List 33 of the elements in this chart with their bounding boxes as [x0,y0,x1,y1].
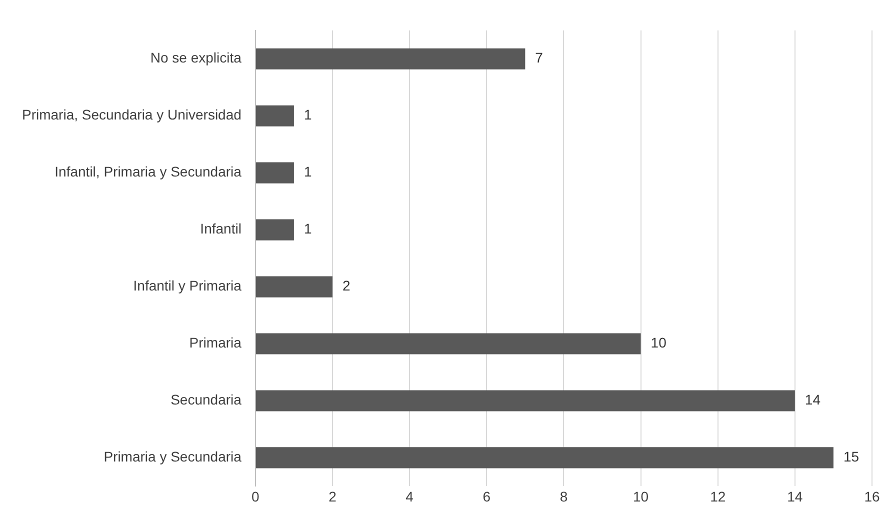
data-label: 14 [804,392,821,408]
x-tick-label: 16 [864,488,880,504]
y-tick-label: Infantil y Primaria [133,278,242,294]
bar [256,162,294,184]
bar [256,447,834,468]
data-label: 15 [843,448,860,465]
x-tick-label: 0 [252,488,260,504]
y-tick-label: Secundaria [170,392,242,408]
bar [256,219,294,240]
data-label: 1 [304,106,312,123]
x-tick-label: 10 [632,488,649,504]
x-tick-label: 4 [406,488,414,504]
y-tick-label: Primaria, Secundaria y Universidad [22,106,242,123]
y-tick-label: Primaria y Secundaria [104,448,242,465]
y-tick-label: Infantil [200,220,242,237]
y-tick-label: No se explicita [150,50,242,66]
bar [256,333,641,354]
bar [256,105,294,126]
bar [256,276,332,298]
x-tick-label: 12 [710,488,726,504]
x-tick-label: 6 [482,488,491,504]
bar [256,48,526,70]
bar [256,390,795,412]
y-tick-label: Infantil, Primaria y Secundaria [54,164,242,180]
data-label: 1 [304,220,312,237]
x-tick-label: 2 [328,488,337,504]
y-tick-label: Primaria [189,334,242,351]
x-tick-label: 14 [787,488,803,504]
data-label: 10 [650,334,667,351]
data-label: 2 [342,278,350,294]
x-tick-label: 8 [560,488,568,504]
data-label: 1 [304,164,312,180]
data-label: 7 [535,50,544,66]
